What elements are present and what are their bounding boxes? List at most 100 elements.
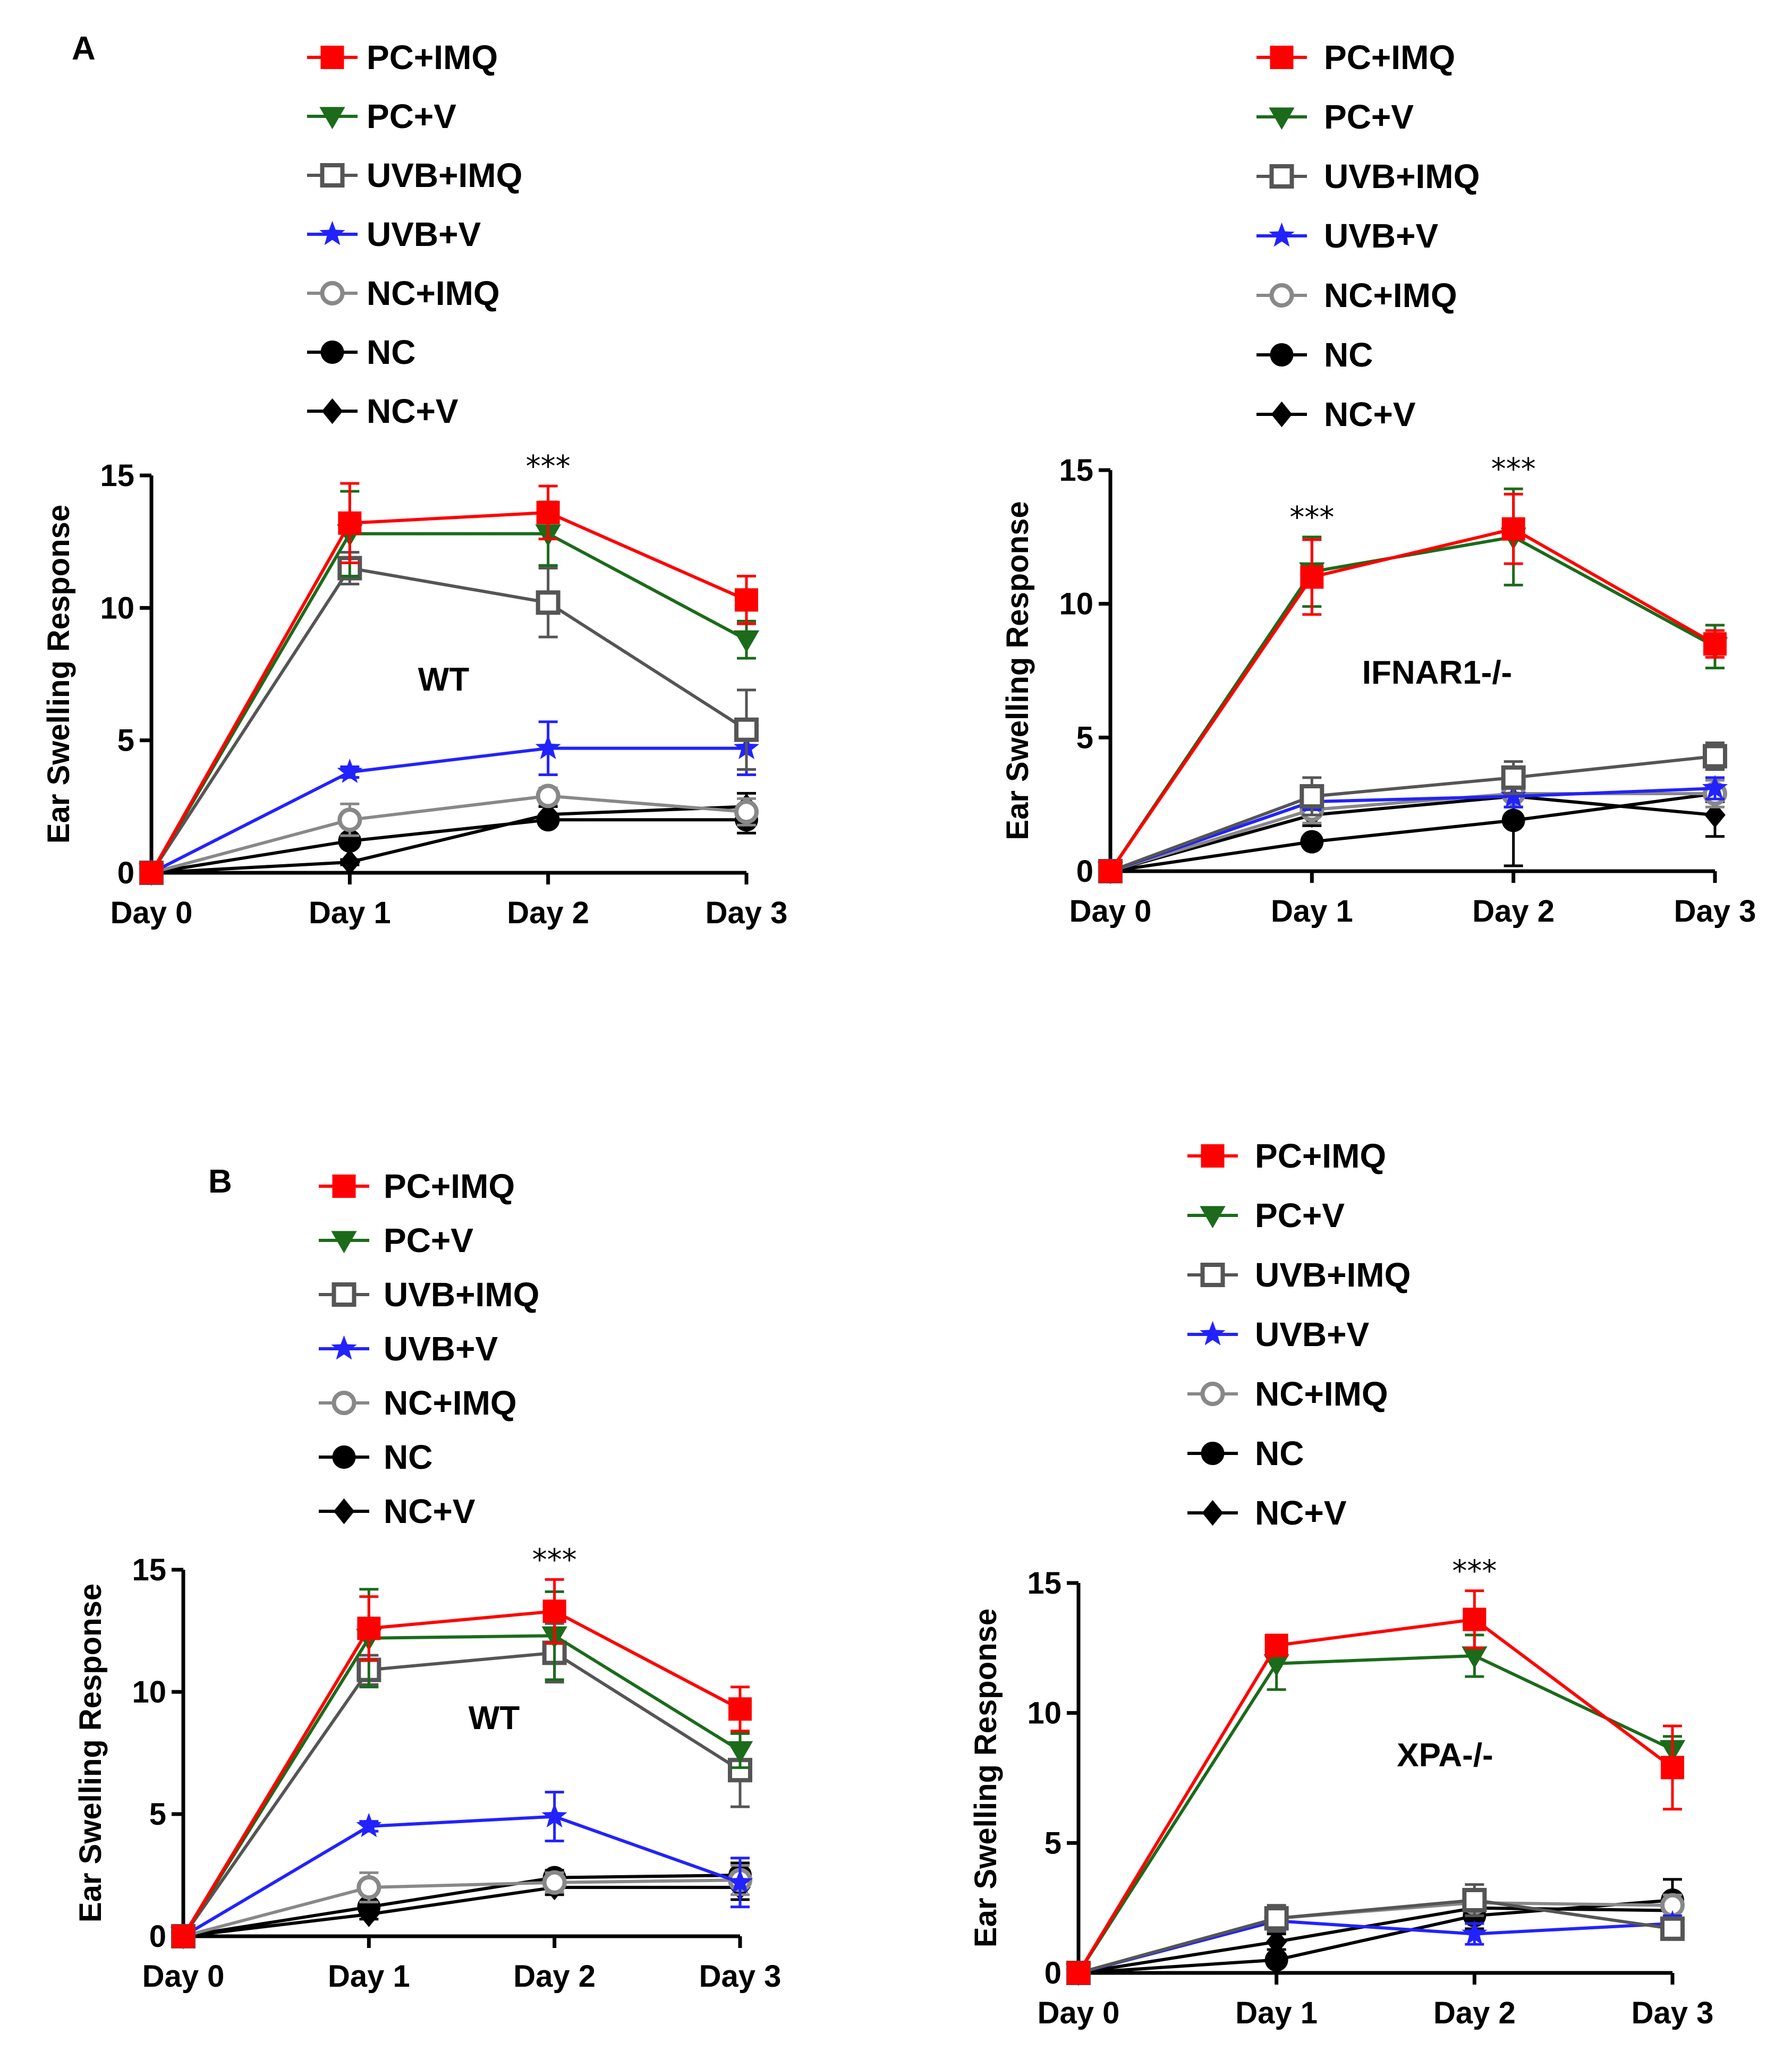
chart-a-ifnar1-ytick-label-15: 15 [1059,453,1093,488]
chart-b-wt-point-nc-imq-1 [356,1875,381,1900]
chart-a-ifnar1-legend-label-pc-v: PC+V [1324,98,1414,136]
chart-a-ifnar1-legend-label-pc-imq: PC+IMQ [1324,38,1455,76]
chart-b-xpa-line-pc-imq [1077,1618,1674,1974]
chart-b-wt-xtick-label-day-1: Day 1 [328,1959,410,1994]
chart-b-wt-legend-marker-nc-imq [332,1391,356,1415]
chart-b-xpa-legend: PC+IMQ PC+V UVB+IMQ UVB+V NC+IMQ NC NC+V [1187,1137,1411,1532]
chart-a-wt-line-pc-v [150,532,748,874]
chart-b-wt-ytick-label-15: 15 [132,1553,166,1587]
chart-a-ifnar1-ytick-label-5: 5 [1076,720,1093,755]
chart-a-wt-point-uvb-v-1 [337,759,363,783]
chart-b-wt-series-uvb-v [170,1791,753,1947]
chart-a-ifnar1-legend-item-nc-v: NC+V [1256,395,1416,433]
chart-b-xpa-legend-item-nc-imq: NC+IMQ [1187,1375,1388,1413]
chart-b-xpa-legend-label-uvb-imq: UVB+IMQ [1255,1256,1411,1294]
chart-b-xpa-legend-label-nc: NC [1255,1434,1304,1473]
chart-a-ifnar1-legend-marker-nc [1270,343,1294,367]
chart-a-wt-legend-label-nc-imq: NC+IMQ [367,274,500,312]
chart-b-wt-legend-item-uvb-imq: UVB+IMQ [319,1275,539,1314]
chart-a-wt-line-nc-v [151,805,747,874]
chart-b-xpa-legend-item-uvb-imq: UVB+IMQ [1187,1256,1411,1294]
chart-b-xpa-point-uvb-imq-2 [1462,1887,1487,1912]
chart-a-ifnar1-y-label: Ear Swelling Response [1000,501,1035,840]
chart-b-xpa-legend-marker-uvb-v [1200,1321,1226,1346]
chart-a-ifnar1-point-uvb-v-2 [1500,782,1526,807]
chart-b-wt-legend-marker-nc-v [333,1498,355,1525]
chart-a-ifnar1-point-pc-imq-0 [1099,859,1122,883]
chart-b-xpa-point-uvb-v-2 [1462,1920,1488,1945]
chart-b-wt-legend-marker-uvb-v [331,1335,357,1360]
chart-a-ifnar1-legend-item-pc-imq: PC+IMQ [1256,38,1455,76]
chart-b-xpa-legend-marker-pc-imq [1201,1144,1225,1168]
chart-a-ifnar1-legend-label-nc: NC [1324,336,1373,374]
chart-b-wt-legend-label-nc-imq: NC+IMQ [384,1384,517,1422]
chart-b-wt-ytick-label-0: 0 [149,1919,166,1954]
chart-b-wt-legend-label-nc: NC [384,1438,432,1476]
chart-a-wt-point-nc-v-1 [339,849,361,875]
chart-b-xpa-line-uvb-imq [1078,1898,1673,1975]
chart-b-xpa-legend-marker-nc [1201,1442,1225,1465]
chart-b-xpa-xtick-label-day-1: Day 1 [1235,1996,1318,2030]
chart-a-wt-legend-item-uvb-v: UVB+V [307,215,481,253]
chart-a-wt-legend-label-nc-v: NC+V [367,392,458,430]
chart-b-wt-point-pc-imq-2 [542,1599,566,1623]
chart-a-ifnar1-point-pc-imq-2 [1501,517,1525,541]
chart-a-ifnar1-point-uvb-imq-2 [1501,765,1526,790]
chart-b-wt-point-pc-imq-0 [172,1925,195,1948]
chart-a-wt-legend-item-uvb-imq: UVB+IMQ [307,156,522,194]
chart-a-wt-point-uvb-v-2 [535,735,561,760]
chart-a-wt-line-uvb-v [150,746,746,874]
chart-b-xpa-point-pc-imq-3 [1661,1756,1684,1780]
chart-b-xpa-xtick-label-day-2: Day 2 [1433,1996,1516,2030]
chart-a-ifnar1-legend-item-nc-imq: NC+IMQ [1256,276,1457,314]
chart-b-xpa-legend-item-pc-v: PC+V [1187,1196,1345,1235]
chart-a-ifnar1-legend-label-nc-v: NC+V [1324,395,1416,433]
chart-b-xpa: 0 5 10 15 Day 0 Day 1 Day 2 Day 3 Ear Swelling R… [969,1137,1713,2030]
chart-b-xpa-point-pc-v-2 [1462,1646,1488,1669]
chart-a-wt-legend-item-pc-v: PC+V [307,97,456,135]
chart-b-wt-line-nc-imq [183,1878,741,1938]
chart-a-wt-xtick-label-day-0: Day 0 [111,896,193,930]
chart-b-wt-xtick-label-day-3: Day 3 [699,1959,782,1994]
chart-b-wt-series-pc-imq [172,1578,752,1948]
chart-b-xpa-point-uvb-imq-3 [1660,1916,1685,1941]
chart-b-wt-line-uvb-imq [182,1651,741,1937]
chart-a-ifnar1-legend-marker-nc-imq [1269,283,1294,308]
chart-a-wt-legend-marker-nc-imq [320,281,345,305]
chart-b-wt-legend-item-nc-v: NC+V [319,1492,475,1530]
chart-a-ifnar1-significance-day-2: *** [1491,452,1536,487]
chart-a-wt-xtick-label-day-1: Day 1 [309,896,391,930]
chart-a-wt-line-nc [151,818,746,874]
chart-a-wt-point-pc-imq-3 [735,588,758,612]
chart-b-wt-point-pc-v-3 [727,1741,753,1764]
chart-a-wt-ytick-label-15: 15 [100,458,134,493]
chart-a-ifnar1: 0 5 10 15 Day 0 Day 1 Day 2 Day 3 Ear Swelling R… [1000,38,1756,929]
chart-b-xpa-significance-day-2: *** [1452,1554,1497,1589]
chart-a-ifnar1-point-uvb-imq-1 [1300,784,1324,809]
chart-a-ifnar1-legend-item-uvb-v: UVB+V [1256,217,1439,255]
chart-b-wt-legend-marker-uvb-imq [332,1282,356,1307]
chart-a-wt-legend-label-pc-imq: PC+IMQ [367,38,498,76]
chart-b-wt-legend-marker-pc-imq [332,1175,356,1198]
chart-a-ifnar1-ytick-label-0: 0 [1076,854,1093,889]
chart-a-wt-ytick-label-0: 0 [117,856,134,890]
chart-b-xpa-y-label: Ear Swelling Response [969,1609,1003,1947]
chart-a-wt-ytick-label-10: 10 [100,591,134,625]
chart-b-xpa-point-nc-1 [1264,1948,1288,1972]
chart-b-wt-legend-label-uvb-imq: UVB+IMQ [384,1275,539,1314]
chart-b-xpa-legend-label-uvb-v: UVB+V [1255,1315,1370,1354]
chart-a-ifnar1-point-nc-1 [1300,830,1324,854]
chart-a-wt: 0 5 10 15 Day 0 Day 1 Day 2 Day 3 Ear Swelling R… [41,38,787,930]
chart-b-wt-legend-label-uvb-v: UVB+V [384,1330,498,1368]
chart-b-wt-legend-label-pc-v: PC+V [384,1221,473,1259]
chart-a-ifnar1-xtick-label-day-2: Day 2 [1472,894,1555,929]
chart-b-wt-legend-label-pc-imq: PC+IMQ [384,1167,515,1205]
chart-b-xpa-xtick-label-day-3: Day 3 [1632,1996,1714,2030]
chart-a-wt-legend-marker-pc-v [319,107,345,130]
chart-b-xpa-ytick-label-5: 5 [1044,1826,1061,1860]
chart-a-ifnar1-legend-label-uvb-imq: UVB+IMQ [1324,157,1480,195]
chart-b-xpa-line-nc [1078,1899,1673,1975]
chart-a-wt-point-uvb-imq-2 [536,590,560,615]
chart-b-xpa-legend-item-nc: NC [1187,1434,1304,1473]
chart-a-ifnar1-point-nc-v-3 [1704,802,1726,828]
